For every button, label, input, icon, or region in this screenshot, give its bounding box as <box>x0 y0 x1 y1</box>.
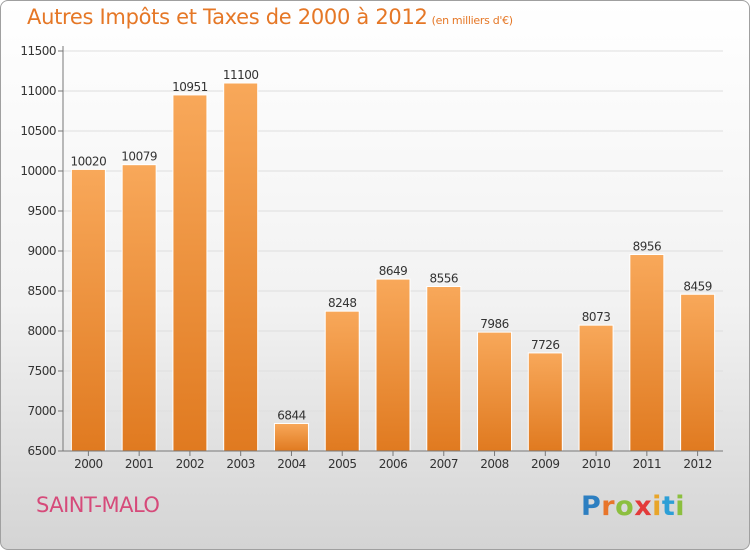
data-label-2004: 6844 <box>277 408 306 422</box>
y-tick-label: 10500 <box>20 124 56 138</box>
logo-letter: o <box>615 491 635 522</box>
x-tick-label-2008: 2008 <box>480 457 509 471</box>
x-tick-label-2003: 2003 <box>226 457 255 471</box>
bar-2006 <box>375 278 411 452</box>
y-tick-label: 10000 <box>20 164 56 178</box>
data-label-2010: 8073 <box>582 310 611 324</box>
x-tick-label-2011: 2011 <box>633 457 662 471</box>
bar-2004 <box>273 422 309 452</box>
data-label-2005: 8248 <box>328 296 357 310</box>
logo-letter: P <box>581 491 602 522</box>
bar-2012 <box>680 293 716 452</box>
y-tick-label: 8500 <box>27 284 56 298</box>
y-axis: 6500 7000 7500 8000 8500 9000 9500 10000 10500 11… <box>20 44 64 458</box>
bar-2009 <box>527 352 563 452</box>
bar-2011 <box>629 254 665 452</box>
data-label-2006: 8649 <box>379 264 408 278</box>
x-tick-label-2000: 2000 <box>74 457 103 471</box>
title-text: Autres Impôts et Taxes de 2000 à 2012 <box>27 5 428 29</box>
data-label-2009: 7726 <box>531 338 560 352</box>
bar-2001 <box>121 164 157 452</box>
y-tick-label: 7000 <box>27 404 56 418</box>
bar-2008 <box>477 331 513 452</box>
bars <box>70 82 716 452</box>
y-tick-label: 6500 <box>27 444 56 458</box>
x-tick-label-2010: 2010 <box>582 457 611 471</box>
x-tick-label-2005: 2005 <box>328 457 357 471</box>
data-label-2008: 7986 <box>480 317 509 331</box>
data-label-2012: 8459 <box>683 279 712 293</box>
x-tick-label-2006: 2006 <box>379 457 408 471</box>
bar-2010 <box>578 324 614 452</box>
bar-2007 <box>426 286 462 452</box>
x-tick-label-2001: 2001 <box>125 457 154 471</box>
y-tick-label: 9000 <box>27 244 56 258</box>
x-tick-label-2009: 2009 <box>531 457 560 471</box>
title-unit: (en milliers d'€) <box>431 14 513 27</box>
y-tick-label: 11000 <box>20 84 56 98</box>
data-label-2000: 10020 <box>71 154 107 168</box>
bar-2000 <box>70 168 106 452</box>
bar-2005 <box>324 310 360 452</box>
bar-2002 <box>172 94 208 452</box>
y-tick-label: 8000 <box>27 324 56 338</box>
proxiti-logo: Proxiti <box>581 491 685 522</box>
x-tick-label-2012: 2012 <box>683 457 712 471</box>
y-tick-label: 9500 <box>27 204 56 218</box>
logo-letter: t <box>661 491 676 522</box>
x-tick-label-2004: 2004 <box>277 457 306 471</box>
logo-letter: x <box>634 491 653 522</box>
logo-letter: i <box>675 491 686 522</box>
x-tick-label-2007: 2007 <box>429 457 458 471</box>
data-label-2001: 10079 <box>121 150 157 164</box>
logo-letter: r <box>601 491 616 522</box>
y-tick-label: 11500 <box>20 44 56 58</box>
data-label-2007: 8556 <box>429 272 458 286</box>
data-label-2003: 11100 <box>223 68 259 82</box>
data-label-2002: 10951 <box>172 80 208 94</box>
x-axis: 2000 2001 2002 2003 2004 2005 2006 2007 2008 2009… <box>63 450 723 471</box>
x-tick-label-2002: 2002 <box>176 457 205 471</box>
chart-title: Autres Impôts et Taxes de 2000 à 2012 (en… <box>27 5 513 29</box>
logo-letter: i <box>652 491 662 522</box>
bar-2003 <box>223 82 259 452</box>
data-labels: 10020 10079 10951 11100 6844 8248 8649 8556 7986… <box>71 68 713 422</box>
y-tick-label: 7500 <box>27 364 56 378</box>
data-label-2011: 8956 <box>633 240 662 254</box>
city-name: SAINT-MALO <box>36 493 160 517</box>
